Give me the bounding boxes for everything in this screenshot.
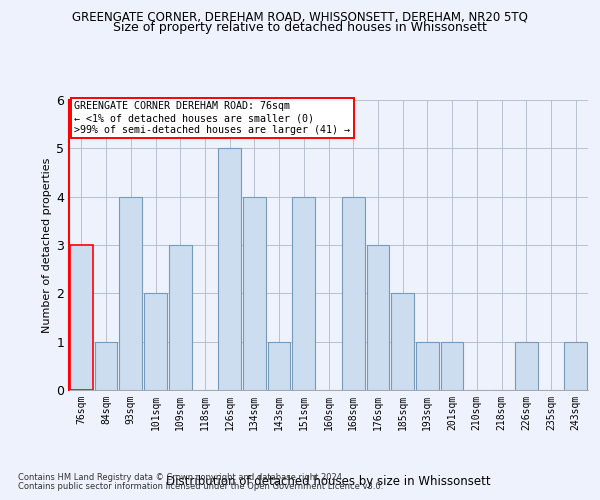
Text: Size of property relative to detached houses in Whissonsett: Size of property relative to detached ho… [113, 21, 487, 34]
Text: Contains public sector information licensed under the Open Government Licence v3: Contains public sector information licen… [18, 482, 383, 491]
Text: Contains HM Land Registry data © Crown copyright and database right 2024.: Contains HM Land Registry data © Crown c… [18, 472, 344, 482]
Bar [515, 342, 538, 390]
Bar [144, 294, 167, 390]
X-axis label: Distribution of detached houses by size in Whissonsett: Distribution of detached houses by size … [166, 474, 491, 488]
Text: GREENGATE CORNER DEREHAM ROAD: 76sqm
← <1% of detached houses are smaller (0)
>9: GREENGATE CORNER DEREHAM ROAD: 76sqm ← <… [74, 102, 350, 134]
Bar [342, 196, 365, 390]
Bar [268, 342, 290, 390]
Text: GREENGATE CORNER, DEREHAM ROAD, WHISSONSETT, DEREHAM, NR20 5TQ: GREENGATE CORNER, DEREHAM ROAD, WHISSONS… [72, 11, 528, 24]
Bar [564, 342, 587, 390]
Bar [218, 148, 241, 390]
Bar [441, 342, 463, 390]
Bar [169, 245, 191, 390]
Bar [95, 342, 118, 390]
Bar [367, 245, 389, 390]
Bar [243, 196, 266, 390]
Bar [292, 196, 315, 390]
Y-axis label: Number of detached properties: Number of detached properties [42, 158, 52, 332]
Bar [70, 245, 93, 390]
Bar [119, 196, 142, 390]
Bar [416, 342, 439, 390]
Bar [391, 294, 414, 390]
